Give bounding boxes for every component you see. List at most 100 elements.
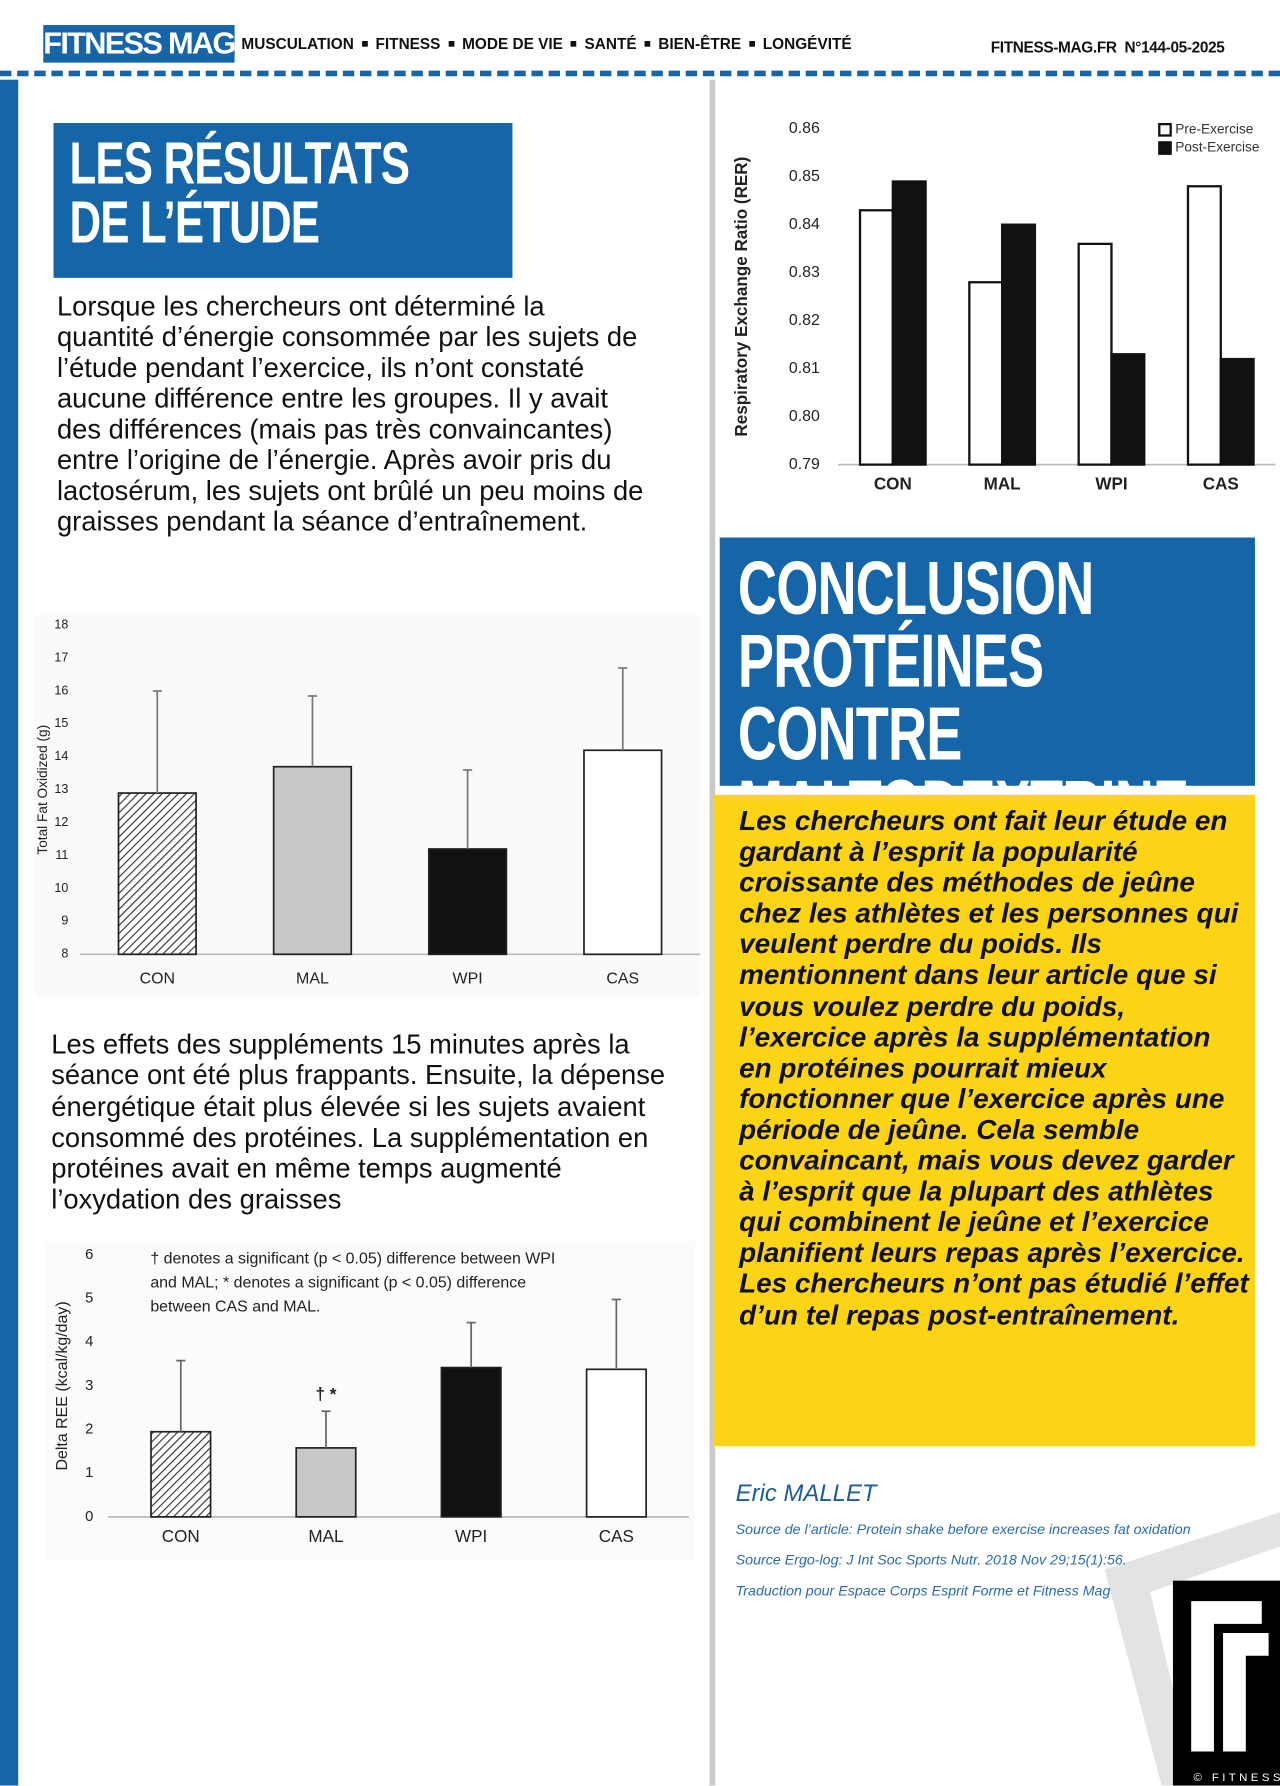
bar	[1077, 242, 1113, 466]
nav-separator	[749, 40, 755, 47]
y-tick-label: 10	[54, 881, 68, 895]
nav-item[interactable]: MODE DE VIE	[462, 35, 563, 53]
y-tick-label: 18	[54, 618, 68, 632]
x-tick-label: CON	[140, 971, 175, 988]
bar	[585, 1368, 647, 1518]
y-tick-label: 4	[85, 1334, 93, 1350]
author: Eric MALLET	[735, 1480, 877, 1507]
y-axis-title: Delta REE (kcal/kg/day)	[54, 1301, 71, 1470]
conclusion-text: Les chercheurs ont fait leur étude en ga…	[739, 806, 1249, 1331]
nav-item[interactable]: MUSCULATION	[241, 35, 354, 53]
bar	[272, 765, 353, 956]
y-tick-label: 3	[85, 1378, 93, 1394]
nav-item[interactable]: SANTÉ	[584, 35, 637, 53]
x-tick-label: CON	[162, 1527, 200, 1546]
annotation: between CAS and MAL.	[150, 1299, 320, 1316]
y-axis-title: Total Fat Oxidized (g)	[35, 725, 50, 855]
source: Source Ergo-log: J Int Soc Sports Nutr. …	[735, 1552, 1127, 1569]
y-tick-label: 0.84	[789, 216, 820, 233]
site: FITNESS-MAG.FR	[990, 38, 1117, 56]
y-tick-label: 17	[54, 650, 68, 664]
x-tick-label: WPI	[453, 971, 483, 988]
x-tick-label: MAL	[296, 971, 329, 988]
bar	[440, 1366, 502, 1518]
y-tick-label: 9	[61, 914, 68, 928]
y-tick-label: 8	[61, 947, 68, 961]
brand-logo: FITNESS MAG	[43, 25, 236, 63]
conclusion-title-box: CONCLUSION PROTÉINES CONTRE MALTODEXTRIN…	[719, 537, 1255, 844]
legend-swatch	[1158, 141, 1172, 155]
y-tick-label: 0.81	[789, 360, 820, 377]
y-tick-label: 14	[54, 749, 68, 763]
legend-label: Post-Exercise	[1175, 140, 1259, 155]
x-tick-label: CAS	[606, 971, 639, 988]
chart: 0 1 2 3 4 5 6 Delta REE (kcal/kg/day) CON MAL † * W…	[45, 1241, 695, 1561]
x-tick-label: WPI	[1095, 475, 1127, 494]
bar	[1000, 223, 1037, 466]
x-tick-label: MAL	[308, 1527, 343, 1546]
chart: 0.79 0.80 0.81 0.82 0.83 0.84 0.85 0.86 Respirat…	[732, 120, 1276, 494]
source: Source de l’article: Protein shake befor…	[735, 1521, 1191, 1538]
issue-info: FITNESS-MAG.FR N°144-05-2025	[991, 39, 1225, 56]
y-tick-label: 13	[54, 782, 68, 796]
y-axis-title: Respiratory Exchange Ratio (RER)	[732, 157, 751, 437]
y-tick-label: 12	[54, 815, 68, 829]
bar	[150, 1430, 212, 1518]
decor	[1104, 1512, 1280, 1786]
issue: N°144-05-2025	[1124, 38, 1225, 56]
nav-separator	[361, 40, 368, 47]
nav-separator	[644, 40, 651, 47]
column-divider	[709, 79, 716, 1786]
x-tick-label: WPI	[455, 1527, 487, 1546]
y-tick-label: 15	[54, 716, 68, 730]
y-tick-label: 1	[85, 1465, 93, 1481]
ff-shape	[1191, 1601, 1269, 1752]
nav: MUSCULATION FITNESS MODE DE VIE SANTÉ BIEN-Ê…	[241, 35, 851, 52]
y-tick-label: 6	[85, 1247, 93, 1263]
source: Traduction pour Espace Corps Esprit Form…	[735, 1582, 1111, 1599]
dashed-rule	[0, 70, 1280, 77]
y-tick-label: 0	[85, 1509, 93, 1525]
y-tick-label: 16	[54, 683, 68, 697]
x-tick-label: CON	[874, 475, 912, 494]
significance-label: † *	[316, 1385, 337, 1404]
title-box: LES RÉSULTATS DE L’ÉTUDE	[53, 122, 513, 278]
logo-caption: © FITNESS	[1193, 1771, 1280, 1785]
bar	[858, 209, 894, 466]
nav-item[interactable]: LONGÉVITÉ	[762, 35, 852, 53]
y-tick-label: 11	[55, 848, 68, 862]
bar	[891, 180, 927, 466]
nav-separator	[448, 40, 455, 47]
annotation: and MAL; * denotes a significant (p < 0.…	[150, 1275, 526, 1292]
y-tick-label: 0.82	[789, 312, 820, 329]
y-tick-label: 0.79	[789, 456, 820, 473]
paragraph: Lorsque les chercheurs ont déterminé la …	[56, 291, 644, 538]
y-tick-label: 5	[85, 1291, 93, 1307]
nav-item[interactable]: FITNESS	[375, 35, 441, 53]
bar	[1186, 185, 1222, 466]
bar	[117, 792, 197, 956]
brand-mark: © FITNESS	[1172, 1580, 1280, 1786]
y-tick-label: 0.85	[789, 168, 820, 185]
legend-swatch	[1158, 122, 1172, 137]
bar	[1219, 357, 1255, 466]
bar	[1110, 353, 1146, 466]
y-tick-label: 0.80	[789, 408, 820, 425]
x-tick-label: CAS	[599, 1527, 634, 1546]
bar	[295, 1447, 357, 1518]
decor-shape	[1104, 1512, 1280, 1786]
paragraph: Les effets des suppléments 15 minutes ap…	[51, 1029, 666, 1216]
nav-item[interactable]: BIEN-ÊTRE	[658, 35, 742, 53]
y-tick-label: 0.86	[789, 120, 820, 137]
annotation: † denotes a significant (p < 0.05) diffe…	[150, 1251, 555, 1268]
legend-label: Pre-Exercise	[1175, 121, 1253, 136]
side-bar	[0, 79, 19, 1786]
y-tick-label: 0.83	[789, 264, 820, 281]
bar	[427, 848, 508, 956]
nav-separator	[570, 40, 577, 47]
brand-glyph	[1191, 1601, 1269, 1752]
x-tick-label: CAS	[1203, 475, 1239, 494]
